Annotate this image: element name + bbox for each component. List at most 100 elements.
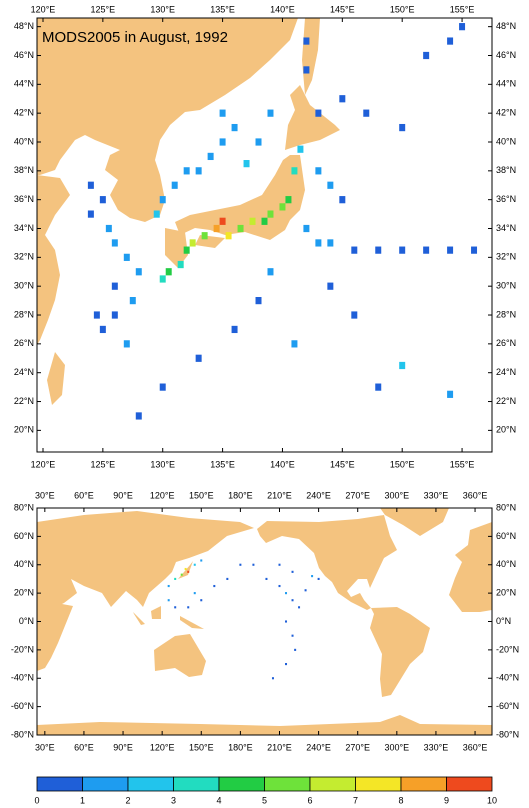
x-tick-label: 150°E — [390, 4, 415, 14]
data-cell — [261, 217, 268, 225]
data-cell — [87, 181, 94, 189]
y-tick-label: 42°N — [496, 108, 516, 118]
y-tick-label: 20°N — [14, 588, 34, 598]
data-cell — [200, 599, 203, 602]
data-cell — [195, 167, 202, 175]
data-cell — [159, 275, 166, 283]
x-tick-label: 155°E — [450, 4, 475, 14]
x-tick-label: 130°E — [150, 4, 175, 14]
colorbar-label: 4 — [216, 795, 221, 805]
x-tick-label: 90°E — [113, 742, 133, 752]
data-cell — [231, 123, 238, 132]
colorbar-segment — [173, 776, 220, 792]
y-tick-label: 30°N — [496, 281, 516, 291]
data-cell — [351, 246, 358, 254]
data-cell — [375, 246, 382, 254]
data-cell — [265, 577, 268, 581]
colorbar-segment — [82, 776, 129, 792]
map-title: MODS2005 in August, 1992 — [42, 29, 228, 46]
data-cell — [93, 311, 100, 319]
data-cell — [267, 268, 274, 276]
colorbar-label: 7 — [353, 795, 358, 805]
data-cell — [187, 570, 190, 573]
y-tick-label: -40°N — [11, 673, 34, 683]
data-cell — [285, 592, 288, 595]
data-cell — [291, 599, 294, 602]
x-tick-label: 210°E — [267, 490, 292, 500]
data-cell — [399, 246, 406, 254]
regional-land — [37, 18, 340, 405]
y-tick-label: -80°N — [496, 729, 519, 739]
data-cell — [255, 297, 262, 305]
colorbar-label: 6 — [307, 795, 312, 805]
y-tick-label: -20°N — [496, 644, 519, 654]
y-tick-label: 0°N — [19, 616, 34, 626]
y-tick-label: 26°N — [14, 338, 34, 348]
colorbar-segment — [400, 776, 447, 792]
x-tick-label: 90°E — [113, 490, 133, 500]
y-tick-label: -40°N — [496, 673, 519, 683]
x-tick-label: 240°E — [306, 742, 331, 752]
data-cell — [213, 224, 220, 233]
x-tick-label: 330°E — [424, 742, 449, 752]
colorbar-label: 5 — [262, 795, 267, 805]
x-tick-label: 300°E — [385, 490, 410, 500]
y-tick-label: 22°N — [14, 396, 34, 406]
data-cell — [375, 383, 382, 391]
data-cell — [225, 232, 232, 240]
x-tick-label: 150°E — [189, 490, 214, 500]
y-tick-label: 0°N — [496, 616, 511, 626]
data-cell — [167, 599, 170, 602]
data-cell — [351, 311, 358, 319]
x-tick-label: 60°E — [74, 742, 94, 752]
data-cell — [339, 196, 346, 204]
x-tick-label: 300°E — [385, 742, 410, 752]
y-tick-label: 20°N — [496, 588, 516, 598]
data-cell — [237, 224, 244, 233]
y-tick-label: 30°N — [14, 281, 34, 291]
colorbar-label: 8 — [398, 795, 403, 805]
data-cell — [285, 196, 292, 204]
x-tick-label: 140°E — [270, 459, 295, 469]
data-cell — [193, 563, 196, 566]
x-tick-label: 180°E — [228, 490, 253, 500]
y-tick-label: -60°N — [11, 701, 34, 711]
data-cell — [207, 152, 214, 161]
y-tick-label: 22°N — [496, 396, 516, 406]
data-cell — [291, 634, 294, 637]
x-tick-label: 140°E — [270, 4, 295, 14]
data-cell — [267, 109, 274, 117]
x-tick-label: 30°E — [35, 490, 55, 500]
data-cell — [423, 246, 430, 254]
global-land — [37, 508, 492, 735]
data-cell — [213, 584, 216, 588]
data-cell — [111, 311, 118, 319]
data-cell — [423, 51, 430, 60]
y-tick-label: 20°N — [14, 425, 34, 435]
data-cell — [315, 239, 322, 247]
data-cell — [183, 167, 190, 175]
y-tick-label: 60°N — [496, 531, 516, 541]
y-tick-label: 26°N — [496, 338, 516, 348]
data-cell — [285, 620, 288, 623]
data-cell — [317, 577, 320, 581]
data-cell — [291, 167, 298, 175]
x-tick-label: 180°E — [228, 742, 253, 752]
data-cell — [447, 37, 454, 45]
colorbar-label: 9 — [444, 795, 449, 805]
colorbar-label: 2 — [125, 795, 130, 805]
colorbar-segment — [355, 776, 402, 792]
data-cell — [111, 239, 118, 247]
data-cell — [187, 606, 190, 609]
data-cell — [135, 412, 142, 420]
colorbar-segment — [218, 776, 265, 792]
data-cell — [304, 589, 307, 592]
data-cell — [303, 66, 310, 74]
colorbar-segment — [127, 776, 174, 792]
x-tick-label: 120°E — [31, 4, 56, 14]
data-cell — [278, 563, 281, 566]
colorbar-segment — [309, 776, 356, 792]
data-cell — [249, 217, 256, 225]
